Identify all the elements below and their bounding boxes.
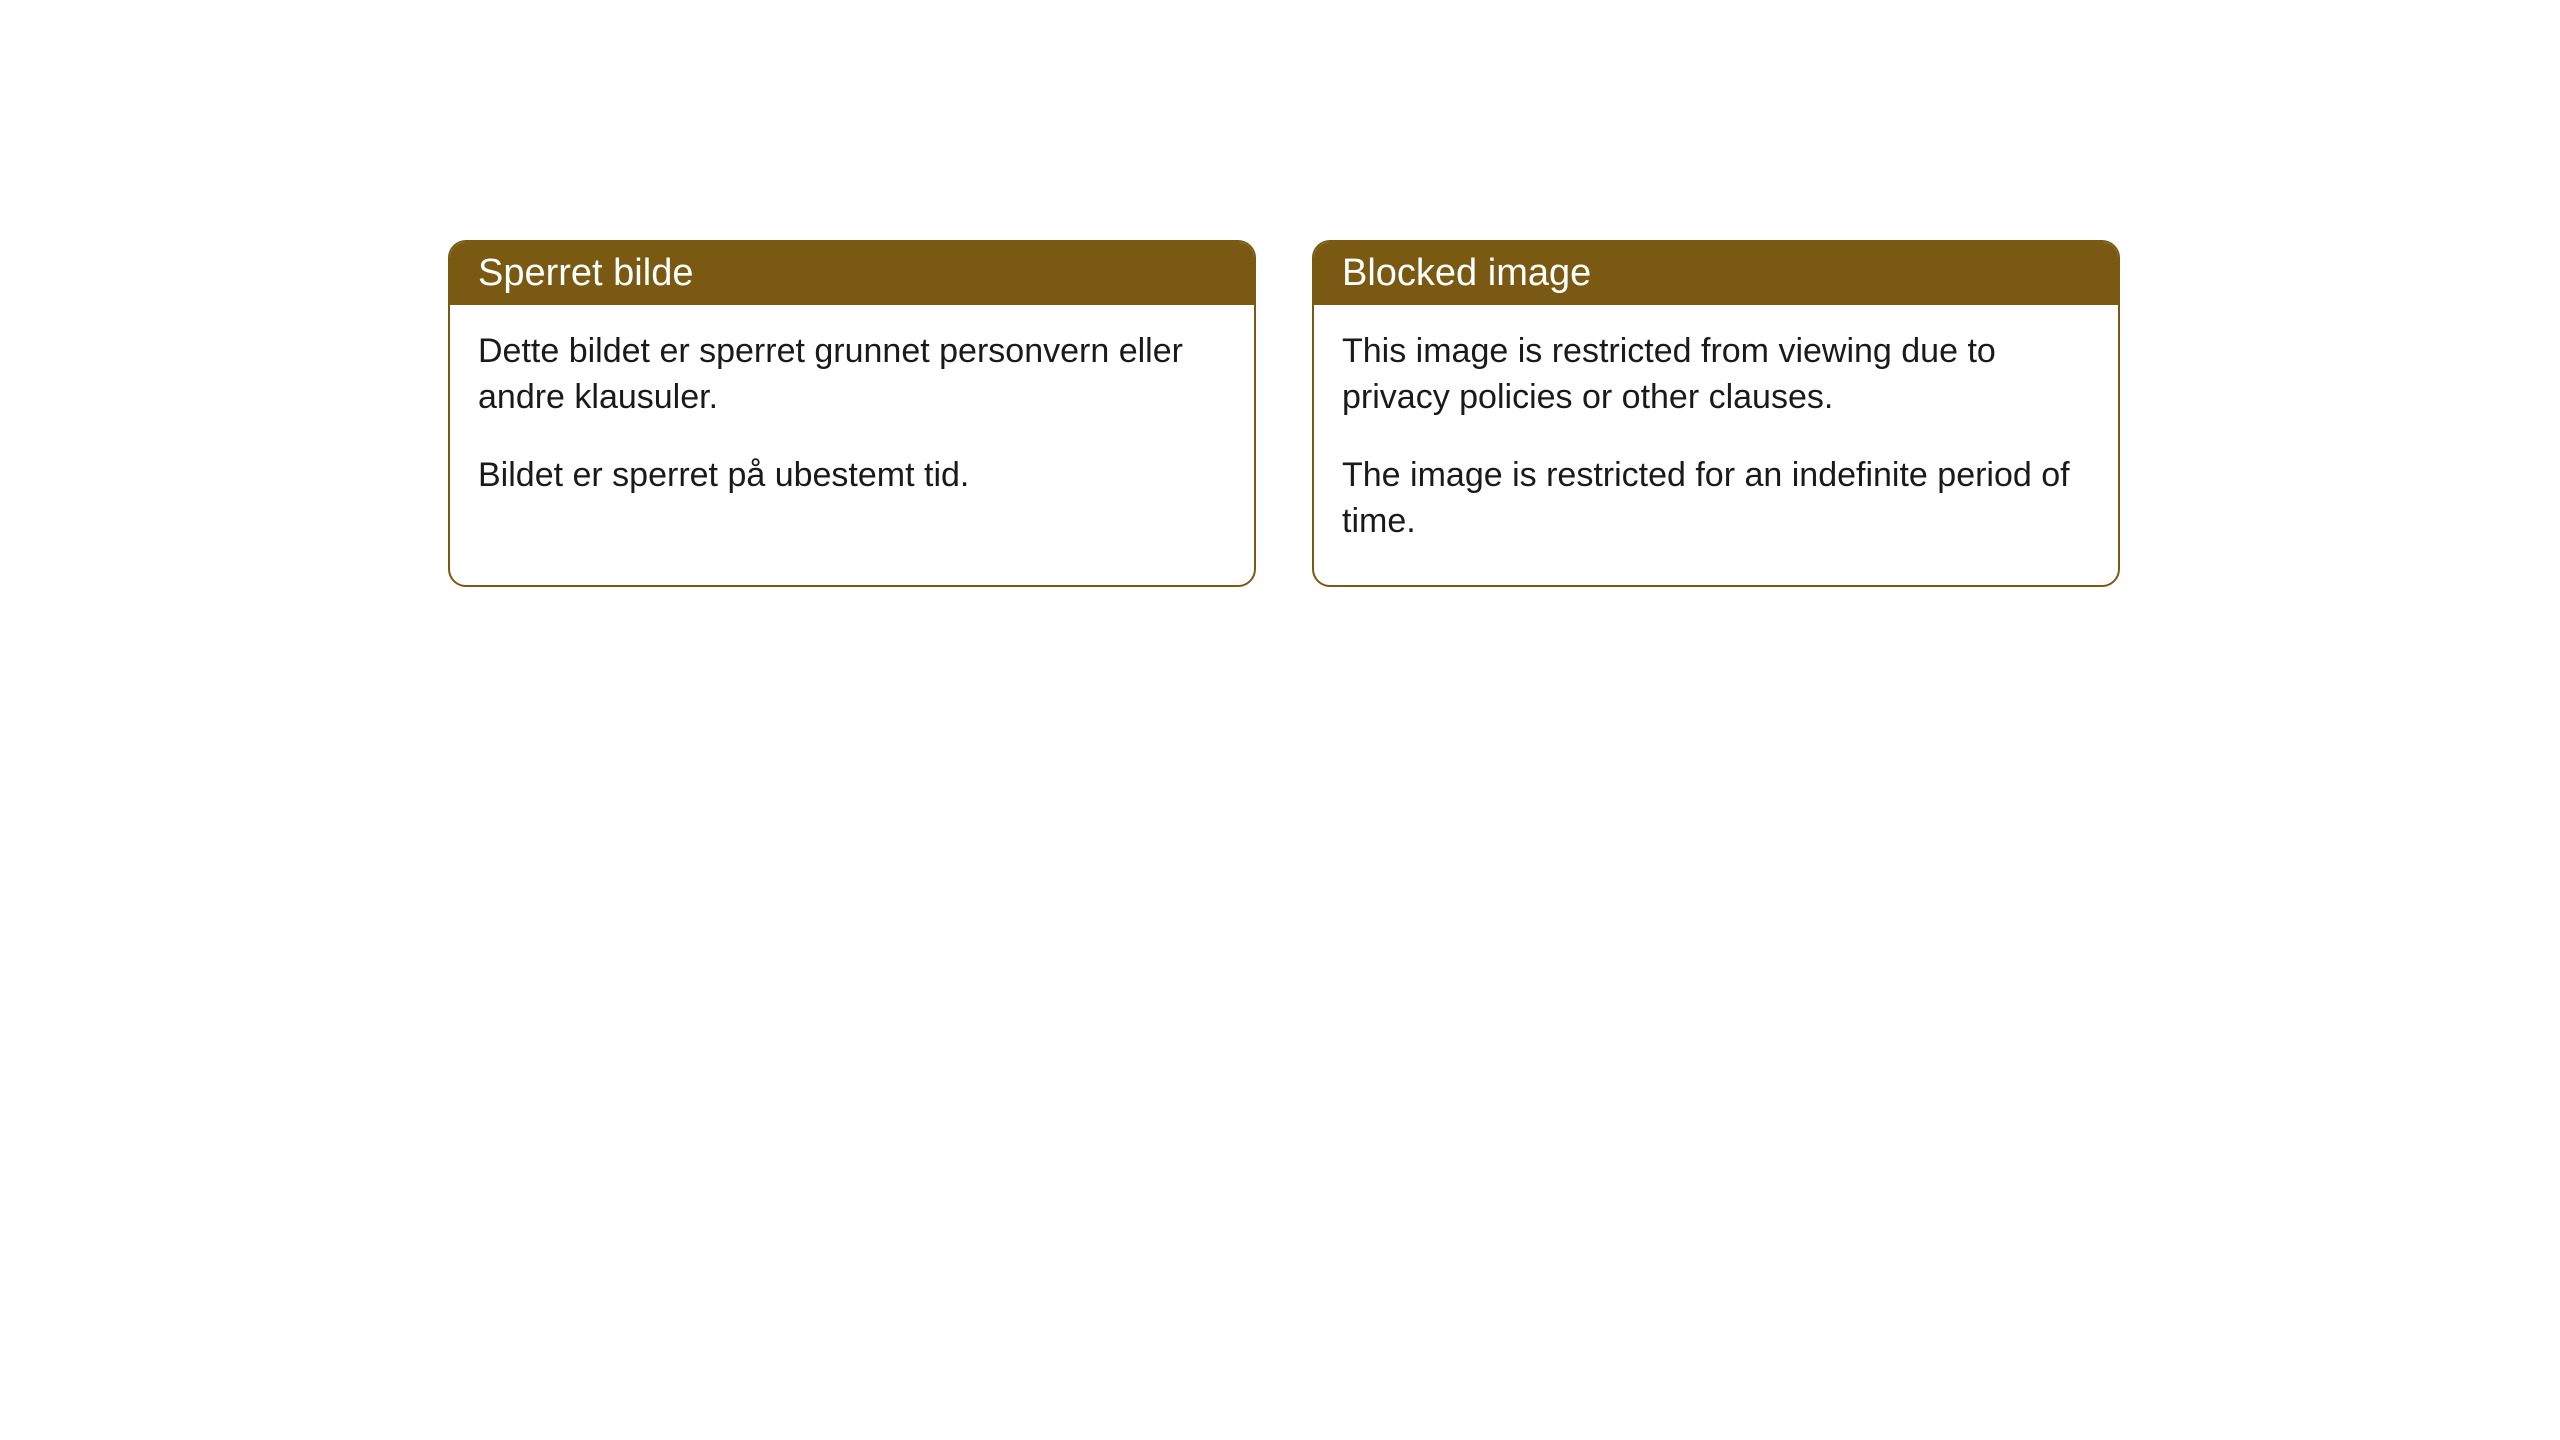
card-english: Blocked image This image is restricted f… [1312,240,2120,587]
card-body-norwegian: Dette bildet er sperret grunnet personve… [450,305,1254,539]
card-text-norwegian-2: Bildet er sperret på ubestemt tid. [478,453,1226,499]
cards-container: Sperret bilde Dette bildet er sperret gr… [448,240,2120,587]
card-text-norwegian-1: Dette bildet er sperret grunnet personve… [478,329,1226,421]
card-text-english-2: The image is restricted for an indefinit… [1342,453,2090,545]
card-header-norwegian: Sperret bilde [450,242,1254,305]
card-norwegian: Sperret bilde Dette bildet er sperret gr… [448,240,1256,587]
card-header-english: Blocked image [1314,242,2118,305]
card-body-english: This image is restricted from viewing du… [1314,305,2118,585]
card-text-english-1: This image is restricted from viewing du… [1342,329,2090,421]
